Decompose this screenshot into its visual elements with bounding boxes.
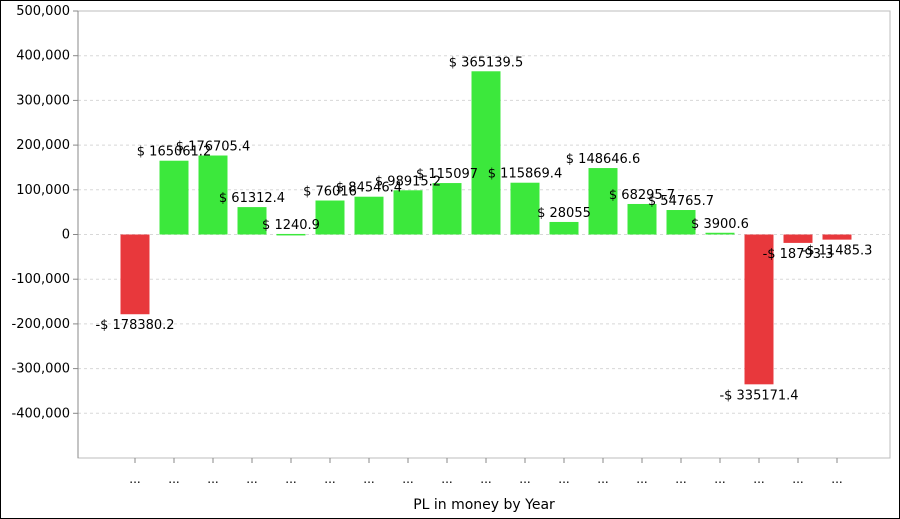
x-tick-label: ...: [129, 472, 140, 486]
y-tick-label: -200,000: [12, 317, 70, 332]
x-tick-label: ...: [168, 472, 179, 486]
bar: [549, 221, 579, 235]
x-tick-label: ...: [324, 472, 335, 486]
data-label: $ 115869.4: [488, 167, 562, 182]
data-label: $ 148646.6: [566, 152, 640, 167]
x-tick-label: ...: [402, 472, 413, 486]
bar: [120, 234, 150, 315]
bar: [237, 207, 267, 235]
bar: [198, 155, 228, 235]
bar: [471, 71, 501, 235]
data-label: $ 54765.7: [648, 194, 714, 209]
y-tick-label: -300,000: [12, 362, 70, 377]
data-label: -$ 178380.2: [95, 318, 174, 333]
data-label: $ 98915.2: [375, 174, 441, 189]
bars: [120, 71, 852, 385]
x-tick-label: ...: [597, 472, 608, 486]
bar: [627, 203, 657, 235]
x-tick-label: ...: [285, 472, 296, 486]
data-label: -$ 18793.3: [763, 247, 834, 262]
data-label: $ 28055: [537, 206, 591, 221]
data-label: $ 84546.4: [336, 181, 402, 196]
data-label: $ 3900.6: [691, 217, 749, 232]
data-labels: -$ 178380.2 $ 165061.2$ 176705.4 $ 61312.4…: [95, 55, 872, 403]
bar: [705, 232, 735, 235]
y-axis-ticks: 500,000 400,000 300,000 200,000 100,000 0 -100…: [12, 4, 78, 421]
bar: [354, 196, 384, 235]
bar: [783, 234, 813, 243]
bar: [393, 190, 423, 235]
data-label: $ 165061.2: [137, 145, 211, 160]
bar: [588, 168, 618, 235]
x-tick-label: ...: [831, 472, 842, 486]
data-label: -$ 335171.4: [719, 388, 798, 403]
bar: [744, 234, 774, 385]
y-tick-label: -100,000: [12, 272, 70, 287]
x-tick-label: ...: [441, 472, 452, 486]
x-tick-label: ...: [792, 472, 803, 486]
data-label: $ 365139.5: [449, 55, 523, 70]
x-tick-label: ...: [246, 472, 257, 486]
y-tick-label: 200,000: [16, 138, 70, 153]
y-tick-label: -400,000: [12, 406, 70, 421]
y-tick-label: 100,000: [16, 183, 70, 198]
bar: [315, 200, 345, 235]
y-tick-label: 300,000: [16, 93, 70, 108]
data-label: $ 68295.7: [609, 188, 675, 203]
bar: [432, 183, 462, 235]
x-tick-label: ...: [363, 472, 374, 486]
x-tick-label: ...: [558, 472, 569, 486]
bar: [510, 182, 540, 235]
data-label: $ 176705.4: [176, 140, 250, 155]
data-label: -$ 11485.3: [802, 244, 873, 259]
bar: [666, 210, 696, 235]
x-tick-label: ...: [480, 472, 491, 486]
bar: [276, 233, 306, 236]
x-tick-label: ...: [519, 472, 530, 486]
data-label: $ 1240.9: [262, 218, 320, 233]
y-tick-label: 400,000: [16, 49, 70, 64]
bar: [822, 234, 852, 240]
y-tick-label: 500,000: [16, 4, 70, 19]
x-tick-label: ...: [675, 472, 686, 486]
y-tick-label: 0: [62, 228, 70, 243]
data-label: $ 115097: [416, 167, 478, 182]
x-tick-label: ...: [753, 472, 764, 486]
x-tick-label: ...: [207, 472, 218, 486]
data-label: $ 61312.4: [219, 191, 285, 206]
x-tick-label: ...: [714, 472, 725, 486]
x-tick-label: ...: [636, 472, 647, 486]
x-axis-title: PL in money by Year: [413, 497, 555, 513]
bar: [159, 160, 189, 235]
data-label: $ 76016: [303, 185, 357, 200]
x-axis-ticks: ........................................…: [129, 458, 843, 486]
